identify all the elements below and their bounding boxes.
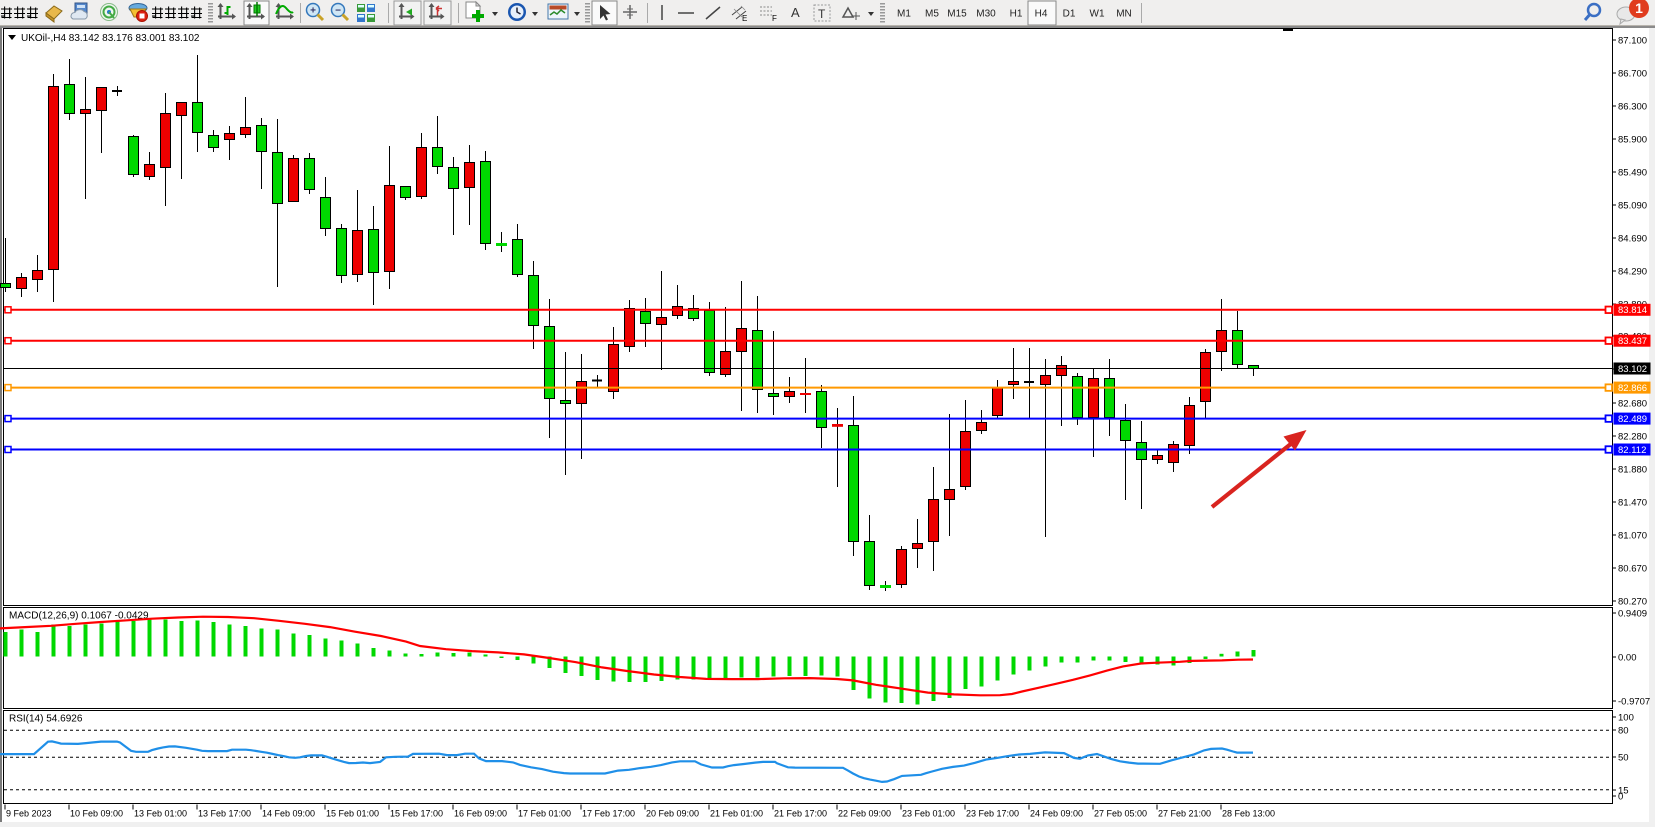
svg-text:−: − [335,6,341,17]
svg-text:82.489: 82.489 [1618,414,1647,425]
svg-text:86.300: 86.300 [1618,101,1647,112]
svg-text:T: T [818,7,826,21]
svg-text:23 Feb 01:00: 23 Feb 01:00 [902,809,955,819]
svg-text:M5: M5 [925,9,939,20]
svg-text:0: 0 [1618,791,1623,802]
svg-text:86.700: 86.700 [1618,68,1647,79]
svg-text:24 Feb 09:00: 24 Feb 09:00 [1030,809,1083,819]
svg-text:81.880: 81.880 [1618,464,1647,475]
svg-text:13 Feb 17:00: 13 Feb 17:00 [198,809,251,819]
svg-text:20 Feb 09:00: 20 Feb 09:00 [646,809,699,819]
svg-text:M30: M30 [976,9,996,20]
svg-text:82.866: 82.866 [1618,383,1647,394]
svg-text:85.490: 85.490 [1618,167,1647,178]
svg-text:M1: M1 [897,9,911,20]
svg-text:28 Feb 13:00: 28 Feb 13:00 [1222,809,1275,819]
svg-text:82.112: 82.112 [1618,445,1646,456]
svg-text:80.670: 80.670 [1618,563,1647,574]
svg-text:80.270: 80.270 [1618,596,1647,607]
svg-text:21 Feb 01:00: 21 Feb 01:00 [710,809,763,819]
svg-text:80: 80 [1618,725,1629,736]
svg-text:0.9409: 0.9409 [1618,608,1647,619]
svg-text:H1: H1 [1010,9,1023,20]
svg-text:27 Feb 21:00: 27 Feb 21:00 [1158,809,1211,819]
svg-text:RSI(14) 54.6926: RSI(14) 54.6926 [9,714,83,725]
svg-text:+: + [310,6,316,17]
svg-text:UKOil-,H4 83.142 83.176 83.00: UKOil-,H4 83.142 83.176 83.001 83.102 [21,33,200,44]
svg-text:A: A [791,5,800,20]
svg-text:MACD(12,26,9) 0.1067 -0.0429: MACD(12,26,9) 0.1067 -0.0429 [9,611,149,622]
svg-text:13 Feb 01:00: 13 Feb 01:00 [134,809,187,819]
svg-text:15 Feb 01:00: 15 Feb 01:00 [326,809,379,819]
svg-text:D1: D1 [1063,9,1076,20]
svg-text:17 Feb 01:00: 17 Feb 01:00 [518,809,571,819]
svg-text:10 Feb 09:00: 10 Feb 09:00 [70,809,123,819]
svg-text:85.090: 85.090 [1618,200,1647,211]
svg-text:82.680: 82.680 [1618,398,1647,409]
svg-text:82.280: 82.280 [1618,431,1647,442]
svg-text:17 Feb 17:00: 17 Feb 17:00 [582,809,635,819]
svg-text:E: E [742,14,747,23]
svg-text:87.100: 87.100 [1618,35,1647,46]
svg-text:21 Feb 17:00: 21 Feb 17:00 [774,809,827,819]
svg-text:100: 100 [1618,712,1634,723]
svg-text:50: 50 [1618,752,1629,763]
svg-text:81.070: 81.070 [1618,530,1647,541]
svg-text:9 Feb 2023: 9 Feb 2023 [6,809,52,819]
svg-text:F: F [772,14,777,23]
svg-text:22 Feb 09:00: 22 Feb 09:00 [838,809,891,819]
svg-text:15: 15 [1618,785,1629,796]
svg-text:84.690: 84.690 [1618,233,1647,244]
svg-text:14 Feb 09:00: 14 Feb 09:00 [262,809,315,819]
svg-text:0.00: 0.00 [1618,652,1637,663]
svg-text:83.814: 83.814 [1618,305,1647,316]
svg-text:16 Feb 09:00: 16 Feb 09:00 [454,809,507,819]
svg-text:-0.9707: -0.9707 [1618,696,1650,707]
svg-text:15 Feb 17:00: 15 Feb 17:00 [390,809,443,819]
svg-text:81.470: 81.470 [1618,497,1647,508]
svg-text:85.900: 85.900 [1618,134,1647,145]
svg-text:23 Feb 17:00: 23 Feb 17:00 [966,809,1019,819]
svg-text:W1: W1 [1090,9,1105,20]
svg-text:1: 1 [1635,0,1643,16]
svg-text:M15: M15 [947,9,967,20]
svg-text:83.102: 83.102 [1618,364,1647,375]
svg-text:83.437: 83.437 [1618,336,1647,347]
svg-text:MN: MN [1116,9,1132,20]
svg-text:27 Feb 05:00: 27 Feb 05:00 [1094,809,1147,819]
svg-text:H4: H4 [1035,9,1048,20]
svg-text:84.290: 84.290 [1618,266,1647,277]
